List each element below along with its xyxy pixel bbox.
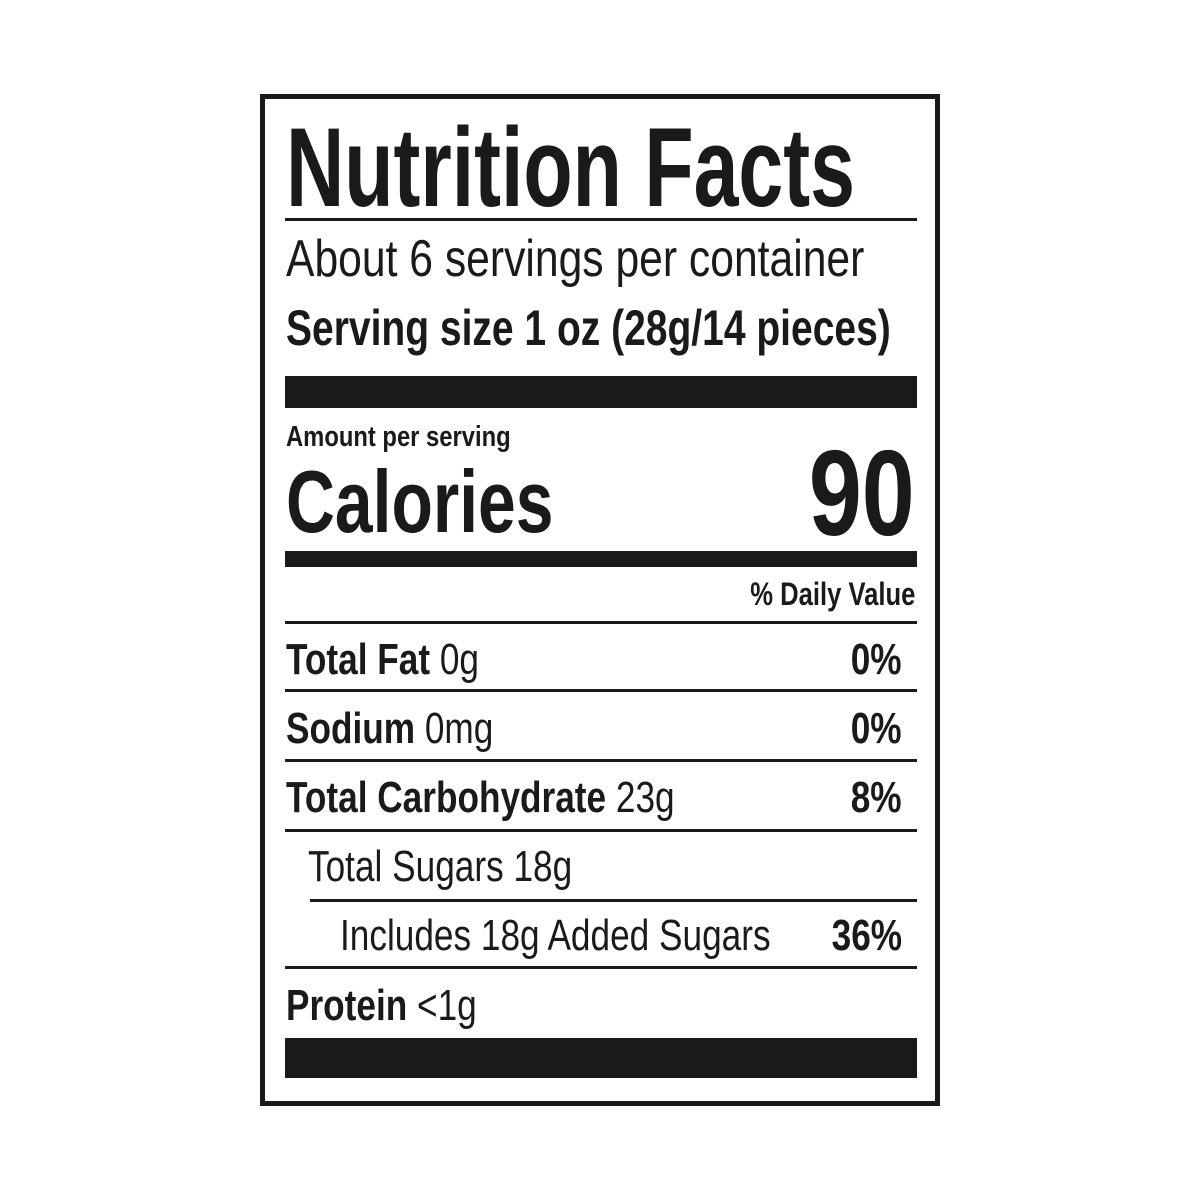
nutrient-row-protein: Protein <1g [286, 981, 477, 1030]
nutrient-row-total-carbohydrate: Total Carbohydrate 23g [286, 773, 675, 822]
daily-value-header: % Daily Value [749, 576, 915, 612]
serving-size: Serving size 1 oz (28g/14 pieces) [286, 300, 891, 356]
divider [310, 899, 917, 902]
medium-bar [285, 551, 917, 567]
divider [285, 621, 917, 624]
dv-sodium: 0% [851, 704, 902, 753]
nutrient-row-total-sugars: Total Sugars 18g [308, 842, 573, 891]
dv-added-sugars: 36% [831, 911, 902, 960]
thick-bar [285, 376, 917, 408]
nutrient-row-added-sugars: Includes 18g Added Sugars [340, 911, 771, 960]
dv-total-carbohydrate: 8% [851, 773, 902, 822]
divider [285, 689, 917, 692]
nutrition-label-border [260, 94, 940, 1106]
bottom-bar [285, 1038, 917, 1078]
servings-per-container: About 6 servings per container [286, 230, 865, 288]
calories-label: Calories [286, 452, 554, 551]
divider [285, 829, 917, 832]
divider [285, 759, 917, 762]
dv-total-fat: 0% [851, 635, 902, 684]
calories-value: 90 [809, 425, 915, 561]
amount-per-serving: Amount per serving [286, 421, 511, 453]
nutrient-row-sodium: Sodium 0mg [286, 704, 494, 753]
divider [285, 218, 917, 221]
label-title: Nutrition Facts [286, 105, 855, 230]
nutrient-row-total-fat: Total Fat 0g [286, 635, 479, 684]
divider [285, 966, 917, 969]
